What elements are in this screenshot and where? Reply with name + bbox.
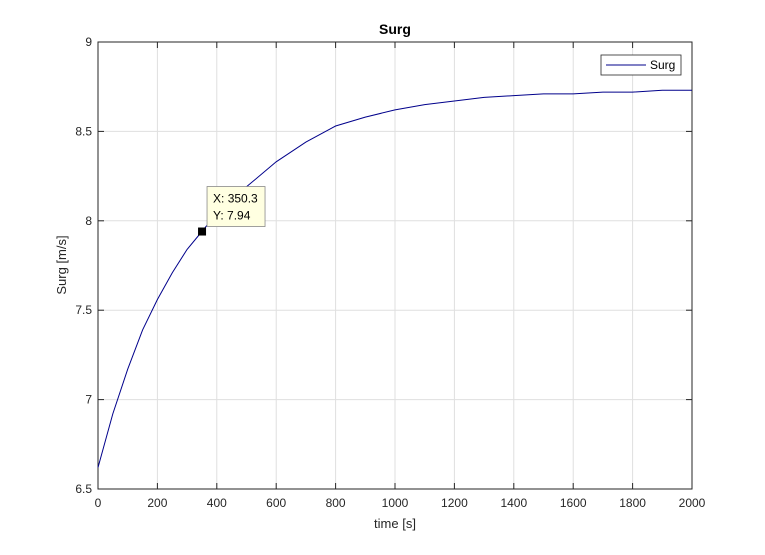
x-tick-label: 600: [266, 496, 286, 510]
x-tick-label: 1200: [441, 496, 468, 510]
x-tick-label: 800: [326, 496, 346, 510]
datatip-y-text: Y: 7.94: [213, 209, 251, 223]
x-tick-label: 200: [147, 496, 167, 510]
datatip-box: [206, 186, 266, 227]
chart-title: Surg: [379, 21, 411, 37]
x-tick-label: 1000: [382, 496, 409, 510]
y-axis-label: Surg [m/s]: [54, 235, 69, 294]
legend: Surg: [600, 54, 682, 76]
y-tick-label: 7.5: [75, 303, 92, 317]
y-tick-label: 9: [85, 35, 92, 49]
x-tick-label: 1600: [560, 496, 587, 510]
x-axis-label: time [s]: [374, 516, 416, 531]
datatip-marker[interactable]: [198, 227, 207, 236]
series-layer: [97, 89, 692, 468]
x-tick-label: 400: [207, 496, 227, 510]
x-tick-label: 2000: [679, 496, 706, 510]
series-line-surg: [97, 89, 692, 468]
x-tick-label: 1800: [619, 496, 646, 510]
datatip-x-text: X: 350.3: [213, 192, 258, 206]
y-tick-label: 8.5: [75, 124, 92, 138]
legend-label: Surg: [650, 58, 675, 72]
x-tick-label: 1400: [500, 496, 527, 510]
y-tick-label: 7: [85, 393, 92, 407]
x-tick-label: 0: [95, 496, 102, 510]
ticks: 0 200 400 600 800 1000 1200 1400 1600 1800 2000 6.5…: [75, 35, 705, 510]
y-tick-label: 8: [85, 214, 92, 228]
y-tick-label: 6.5: [75, 482, 92, 496]
datatip[interactable]: X: 350.3 Y: 7.94: [198, 186, 266, 236]
